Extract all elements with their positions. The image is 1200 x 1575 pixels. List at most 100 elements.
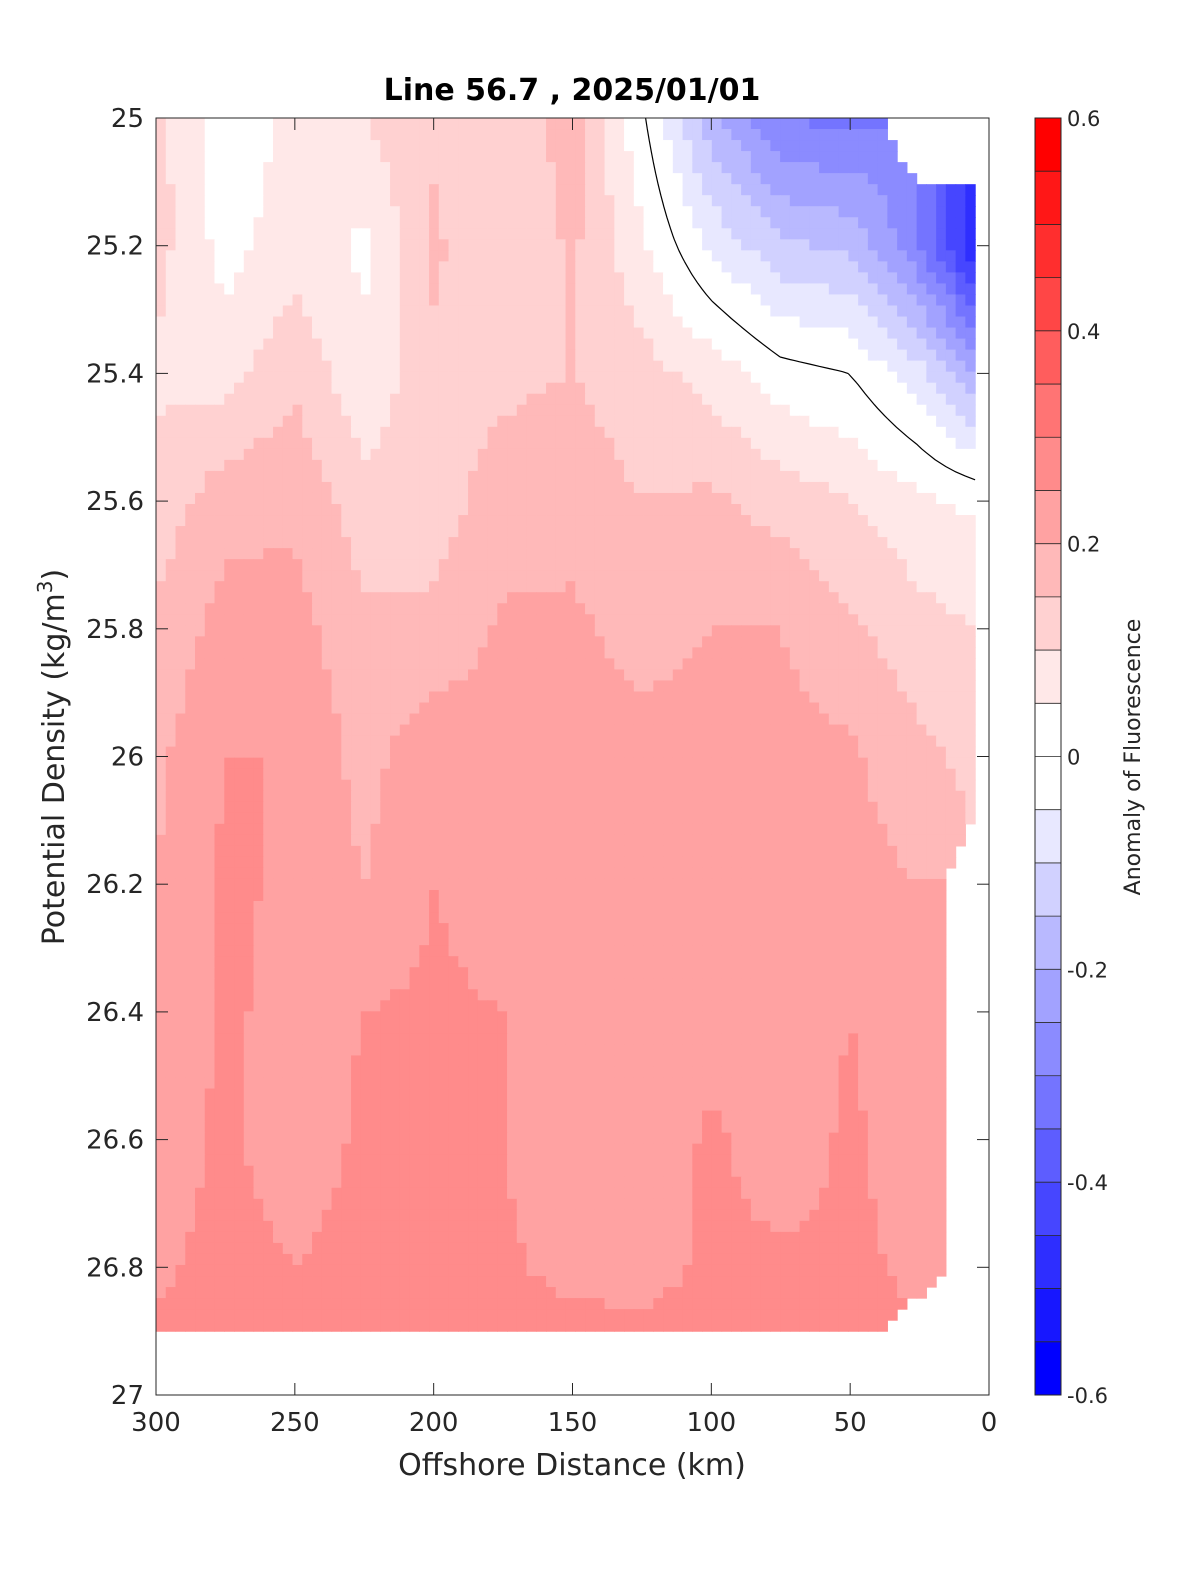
contour-cell [370, 206, 381, 218]
contour-cell [809, 316, 820, 329]
contour-cell [497, 129, 508, 141]
contour-cell [321, 702, 333, 715]
contour-cell [429, 757, 440, 770]
contour-cell [516, 548, 528, 560]
contour-cell [468, 570, 479, 582]
contour-cell [555, 537, 567, 549]
contour-cell [731, 768, 742, 781]
contour-cell [682, 559, 693, 571]
contour-cell [633, 184, 645, 196]
contour-cell [156, 404, 167, 417]
contour-cell [536, 371, 547, 384]
contour-cell [828, 592, 840, 604]
contour-cell [828, 581, 840, 593]
contour-cell [351, 173, 362, 185]
contour-cell [604, 614, 615, 626]
contour-cell [195, 504, 206, 516]
contour-cell [731, 140, 742, 152]
contour-cell [448, 735, 459, 748]
contour-cell [916, 735, 927, 748]
contour-cell [273, 481, 284, 494]
contour-cell [409, 140, 420, 152]
contour-cell [565, 162, 576, 174]
contour-cell [741, 283, 752, 296]
contour-cell [838, 459, 849, 472]
contour-cell [575, 658, 586, 671]
contour-cell [429, 581, 440, 593]
contour-cell [156, 195, 167, 207]
contour-cell [526, 184, 537, 196]
contour-cell [380, 636, 391, 648]
contour-cell [585, 426, 596, 439]
contour-cell [789, 559, 801, 571]
contour-cell [224, 217, 235, 229]
contour-cell [916, 228, 927, 240]
contour-cell [243, 603, 255, 615]
contour-cell [263, 118, 274, 130]
contour-cell [565, 636, 576, 648]
contour-cell [643, 459, 654, 472]
contour-cell [438, 658, 450, 671]
contour-cell [565, 603, 576, 615]
contour-cell [799, 746, 810, 759]
contour-cell [204, 724, 216, 737]
contour-cell [351, 360, 362, 373]
contour-cell [370, 316, 381, 329]
contour-cell [263, 250, 274, 262]
contour-cell [887, 658, 898, 671]
contour-cell [234, 404, 245, 417]
contour-cell [702, 757, 713, 770]
contour-cell [185, 647, 196, 659]
contour-cell [721, 283, 732, 296]
contour-cell [750, 603, 762, 615]
contour-cell [643, 757, 654, 770]
contour-cell [429, 470, 440, 483]
contour-cell [955, 481, 966, 494]
contour-cell [789, 195, 801, 207]
contour-cell [165, 426, 177, 439]
contour-cell [399, 757, 411, 770]
contour-cell [429, 261, 440, 273]
contour-cell [165, 713, 177, 726]
contour-cell [711, 305, 723, 318]
contour-cell [429, 250, 440, 262]
contour-cell [672, 570, 684, 582]
contour-cell [195, 349, 206, 362]
contour-cell [809, 415, 820, 428]
contour-cell [331, 647, 342, 659]
contour-cell [243, 647, 255, 659]
contour-cell [312, 261, 323, 273]
contour-cell [877, 228, 888, 240]
contour-cell [624, 393, 635, 406]
contour-cell [458, 658, 469, 671]
contour-cell [799, 184, 810, 196]
contour-cell [302, 250, 313, 262]
contour-cell [409, 283, 420, 296]
contour-cell [175, 349, 186, 362]
contour-cell [936, 680, 947, 693]
contour-cell [360, 206, 372, 218]
contour-cell [234, 162, 245, 174]
contour-cell [897, 404, 908, 417]
contour-cell [711, 592, 723, 604]
contour-cell [663, 746, 674, 759]
contour-cell [760, 261, 771, 273]
contour-cell [624, 448, 635, 461]
contour-cell [877, 603, 888, 615]
contour-cell [546, 691, 557, 704]
contour-cell [555, 140, 567, 152]
contour-cell [370, 647, 381, 659]
contour-cell [526, 592, 537, 604]
contour-cell [429, 746, 440, 759]
contour-cell [282, 173, 294, 185]
contour-cell [867, 151, 879, 163]
contour-cell [906, 272, 918, 285]
contour-cell [858, 768, 869, 781]
contour-cell [185, 294, 196, 307]
contour-cell [175, 492, 186, 505]
contour-cell [945, 338, 957, 351]
contour-cell [468, 713, 479, 726]
contour-cell [458, 470, 469, 483]
contour-cell [409, 437, 420, 450]
contour-cell [555, 206, 567, 218]
